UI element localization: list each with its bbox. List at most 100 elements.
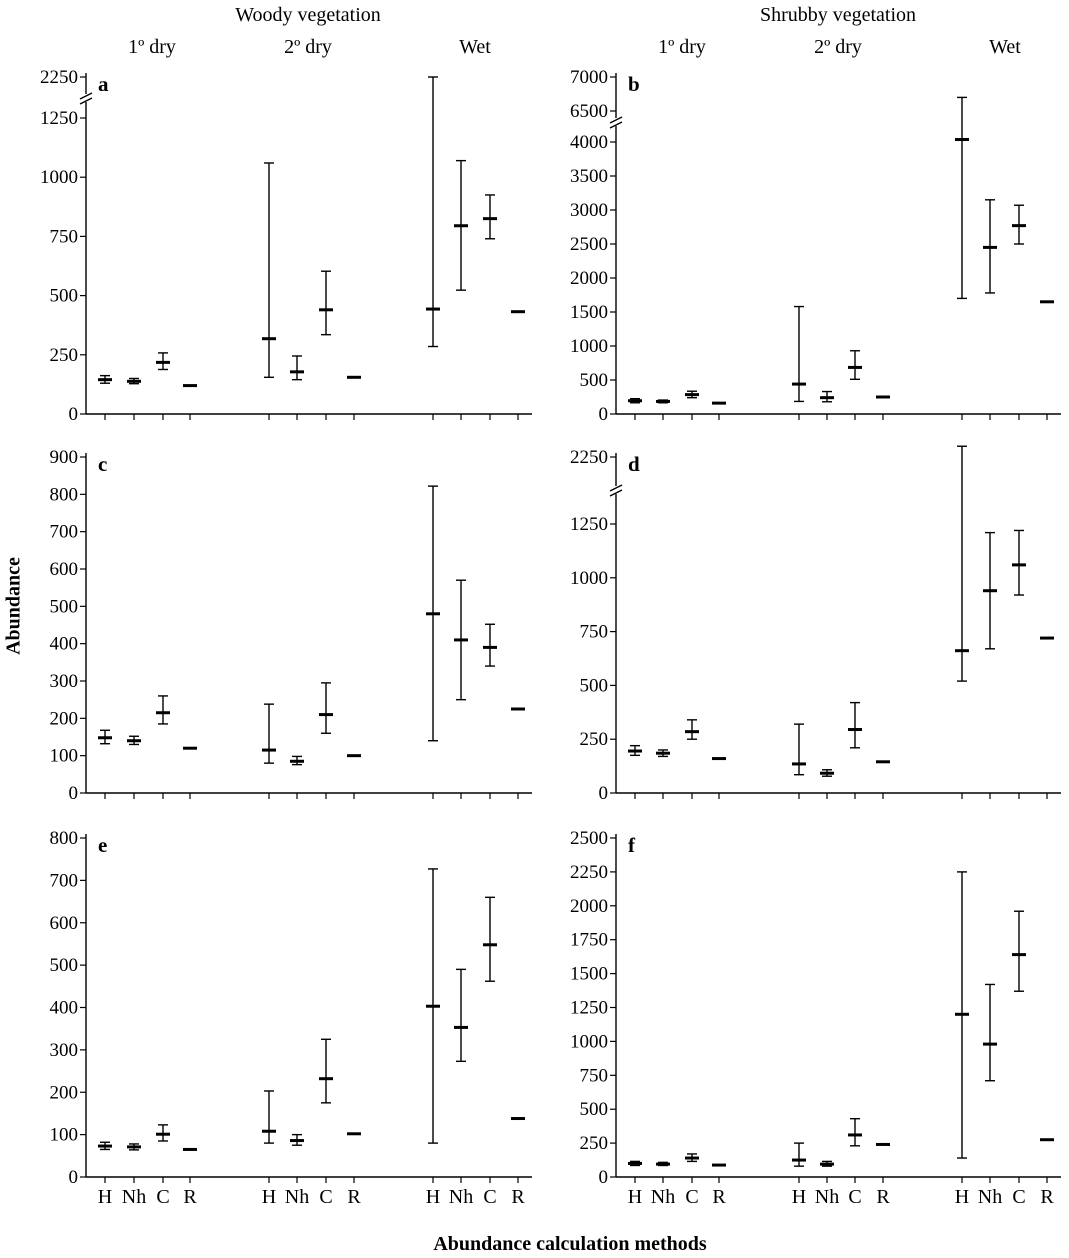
x-tick-label: C xyxy=(319,1186,332,1208)
panel-c: 0 100 200 300 400 500 600 700 800 900 c xyxy=(50,447,532,804)
shrubby-group-header-2: 2º dry xyxy=(814,36,862,58)
x-tick-label: Nh xyxy=(122,1186,146,1208)
y-tick-label: 4000 xyxy=(570,132,608,153)
panel-letter: c xyxy=(98,452,107,476)
y-tick-label: 0 xyxy=(69,1167,79,1188)
x-axis-label: Abundance calculation methods xyxy=(433,1233,707,1255)
y-tick-label: 200 xyxy=(50,708,79,729)
y-tick-label: 0 xyxy=(69,783,79,804)
shrubby-vegetation-header: Shrubby vegetation xyxy=(759,4,917,26)
y-tick-label: 0 xyxy=(599,783,609,804)
panel-letter: a xyxy=(98,72,109,96)
y-tick-label: 2000 xyxy=(570,896,608,917)
woody-group-header-2: 2º dry xyxy=(284,36,332,58)
y-tick-label: 800 xyxy=(50,828,79,849)
x-tick-label: Nh xyxy=(978,1186,1002,1208)
y-tick-label: 2500 xyxy=(570,828,608,849)
y-tick-label: 2250 xyxy=(570,862,608,883)
y-tick-label: 3000 xyxy=(570,200,608,221)
y-tick-label: 800 xyxy=(50,484,79,505)
panel-letter: d xyxy=(628,452,640,476)
y-tick-label: 2500 xyxy=(570,234,608,255)
x-tick-label: Nh xyxy=(651,1186,675,1208)
y-tick-label: 250 xyxy=(50,345,79,366)
y-tick-label: 250 xyxy=(580,1133,609,1154)
x-tick-label: H xyxy=(426,1186,440,1208)
y-axis-break-mark xyxy=(609,484,623,492)
x-tick-label: C xyxy=(483,1186,496,1208)
x-tick-label: Nh xyxy=(285,1186,309,1208)
y-tick-label: 600 xyxy=(50,913,79,934)
y-tick-label: 1250 xyxy=(570,514,608,535)
y-tick-label: 700 xyxy=(50,522,79,543)
shrubby-group-header-3: Wet xyxy=(989,36,1021,58)
y-tick-label: 300 xyxy=(50,1040,79,1061)
y-tick-label: 200 xyxy=(50,1082,79,1103)
y-axis-break-mark xyxy=(79,97,93,105)
y-axis-break-mark xyxy=(79,92,93,100)
y-tick-label: 600 xyxy=(50,559,79,580)
x-tick-label: H xyxy=(628,1186,642,1208)
y-tick-label: 0 xyxy=(599,1167,609,1188)
panel-letter: b xyxy=(628,72,640,96)
y-tick-label: 1250 xyxy=(40,108,78,129)
y-tick-label: 6500 xyxy=(570,101,608,122)
panel-a: 0 250 500 750 1000 1250 2250 a xyxy=(40,67,532,425)
y-tick-label: 400 xyxy=(50,634,79,655)
x-tick-label: R xyxy=(183,1186,197,1208)
x-tick-label: R xyxy=(1040,1186,1054,1208)
y-tick-label: 400 xyxy=(50,998,79,1019)
y-tick-label: 1500 xyxy=(570,964,608,985)
panel-letter: e xyxy=(98,833,107,857)
y-tick-label: 750 xyxy=(580,1065,609,1086)
y-tick-label: 100 xyxy=(50,1125,79,1146)
x-tick-label: C xyxy=(1012,1186,1025,1208)
x-tick-label: Nh xyxy=(815,1186,839,1208)
y-tick-label: 100 xyxy=(50,746,79,767)
y-axis-break-mark xyxy=(609,116,623,124)
y-tick-label: 1500 xyxy=(570,302,608,323)
y-tick-label: 0 xyxy=(69,404,79,425)
y-axis-label: Abundance xyxy=(2,557,25,655)
x-tick-label: Nh xyxy=(449,1186,473,1208)
y-tick-label: 900 xyxy=(50,447,79,468)
y-tick-label: 250 xyxy=(580,729,609,750)
y-tick-label: 1000 xyxy=(570,336,608,357)
panel-d: 0 250 500 750 1000 1250 2250 d xyxy=(570,445,1061,804)
y-tick-label: 500 xyxy=(580,1099,609,1120)
y-axis-break-mark xyxy=(609,121,623,129)
y-tick-label: 500 xyxy=(50,955,79,976)
x-tick-label: R xyxy=(511,1186,525,1208)
x-tick-label: H xyxy=(955,1186,969,1208)
x-tick-label: C xyxy=(685,1186,698,1208)
x-tick-label: R xyxy=(712,1186,726,1208)
y-tick-label: 2250 xyxy=(40,67,78,88)
y-tick-label: 750 xyxy=(50,226,79,247)
y-tick-label: 1000 xyxy=(570,568,608,589)
y-tick-label: 1750 xyxy=(570,930,608,951)
panel-b: 0 500 1000 1500 2000 2500 3000 3500 4000 6500 7000… xyxy=(570,67,1061,425)
woody-vegetation-header: Woody vegetation xyxy=(235,4,381,26)
y-tick-label: 1000 xyxy=(570,1031,608,1052)
x-tick-label: H xyxy=(262,1186,276,1208)
y-tick-label: 750 xyxy=(580,622,609,643)
x-tick-label: C xyxy=(848,1186,861,1208)
y-tick-label: 1250 xyxy=(570,998,608,1019)
y-tick-label: 1000 xyxy=(40,167,78,188)
x-tick-label: H xyxy=(98,1186,112,1208)
y-tick-label: 500 xyxy=(50,596,79,617)
y-tick-label: 2250 xyxy=(570,447,608,468)
x-tick-label: R xyxy=(347,1186,361,1208)
y-tick-label: 3500 xyxy=(570,166,608,187)
x-tick-label: H xyxy=(792,1186,806,1208)
y-tick-label: 500 xyxy=(50,286,79,307)
y-tick-label: 300 xyxy=(50,671,79,692)
panel-letter: f xyxy=(628,833,636,857)
woody-group-header-1: 1º dry xyxy=(128,36,176,58)
shrubby-group-header-1: 1º dry xyxy=(658,36,706,58)
y-tick-label: 700 xyxy=(50,870,79,891)
y-axis-break-mark xyxy=(609,489,623,497)
